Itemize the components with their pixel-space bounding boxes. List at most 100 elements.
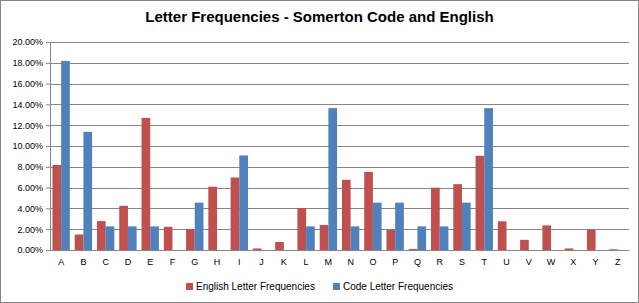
x-tick-label: J [259, 257, 264, 267]
bar [320, 225, 329, 250]
x-tick-label: A [58, 257, 64, 267]
x-tick-label: E [147, 257, 153, 267]
y-tick-label: 20.00% [12, 37, 43, 47]
bar [409, 249, 418, 250]
y-tick-label: 16.00% [12, 79, 43, 89]
x-tick: S [459, 250, 465, 267]
bars [52, 61, 617, 250]
chart-border [1, 1, 639, 303]
x-tick: L [304, 250, 309, 267]
y-tick-label: 8.00% [17, 162, 43, 172]
x-tick: F [170, 250, 176, 267]
x-tick: H [214, 250, 221, 267]
y-tick: 12.00% [12, 121, 50, 131]
x-tick-label: R [436, 257, 443, 267]
x-tick: K [281, 250, 287, 267]
x-tick: V [526, 250, 532, 267]
y-tick-mark [46, 208, 50, 209]
x-tick: X [570, 250, 576, 267]
bar [284, 250, 293, 251]
y-tick: 6.00% [17, 183, 50, 193]
bar [231, 178, 240, 250]
x-tick: I [238, 250, 241, 267]
x-tick-label: G [191, 257, 198, 267]
bar [328, 108, 337, 250]
bar [239, 155, 248, 250]
y-tick-label: 18.00% [12, 58, 43, 68]
x-tick-label: U [503, 257, 510, 267]
bar [529, 250, 538, 251]
grid-line [50, 167, 629, 168]
bar [373, 203, 382, 250]
x-tick-label: Y [593, 257, 599, 267]
legend-item: English Letter Frequencies [186, 281, 315, 292]
bar [128, 226, 137, 250]
bar [386, 230, 395, 250]
x-tick: D [125, 250, 132, 267]
x-tick: Q [414, 250, 421, 267]
grid-line [50, 208, 629, 209]
bar [573, 250, 582, 251]
series [61, 61, 493, 250]
bar [618, 250, 627, 251]
x-tick-label: M [325, 257, 333, 267]
bar [507, 250, 516, 251]
bar [217, 250, 226, 251]
x-axis: ABCDEFGHIJKLMNOPQRSTUVWXYZ [51, 250, 630, 267]
y-tick-mark [46, 125, 50, 126]
y-tick-mark [46, 104, 50, 105]
y-tick-label: 14.00% [12, 100, 43, 110]
x-tick-label: N [347, 257, 354, 267]
bar [609, 249, 618, 250]
bar [150, 226, 159, 250]
bar [83, 132, 92, 250]
bar [75, 235, 84, 250]
bar [596, 250, 605, 251]
x-tick-label: H [214, 257, 221, 267]
x-tick-label: O [369, 257, 376, 267]
bar [97, 221, 106, 250]
bar [395, 203, 404, 250]
grid-line [50, 84, 629, 85]
bar [52, 165, 61, 250]
x-tick-label: W [547, 257, 556, 267]
bar [253, 248, 262, 250]
bar [462, 203, 471, 250]
x-tick: T [482, 250, 488, 267]
y-tick-mark [46, 42, 50, 43]
x-tick: Z [615, 250, 621, 267]
x-tick-label: K [281, 257, 287, 267]
y-tick-label: 12.00% [12, 121, 43, 131]
bar [342, 180, 351, 250]
bar [551, 250, 560, 251]
x-tick: W [547, 250, 556, 267]
x-tick-label: D [125, 257, 132, 267]
x-tick: U [503, 250, 510, 267]
bar [453, 184, 462, 250]
y-tick-label: 0.00% [17, 245, 43, 255]
x-tick-label: I [238, 257, 241, 267]
y-tick: 10.00% [12, 141, 50, 151]
x-tick-label: S [459, 257, 465, 267]
bar [364, 172, 373, 250]
x-axis-line [51, 250, 630, 251]
y-tick: 4.00% [17, 204, 50, 214]
bar [587, 230, 596, 250]
chart: Letter Frequencies - Somerton Code and E… [0, 0, 639, 303]
grid-line [50, 125, 629, 126]
grid-line [50, 42, 629, 43]
x-tick: B [80, 250, 86, 267]
bar [306, 226, 315, 250]
bar [431, 188, 440, 250]
y-tick-mark [46, 188, 50, 189]
y-tick: 18.00% [12, 58, 50, 68]
x-tick: E [147, 250, 153, 267]
y-axis: 0.00%2.00%4.00%6.00%8.00%10.00%12.00%14.… [12, 37, 50, 255]
y-tick-mark [46, 229, 50, 230]
grid-line [50, 104, 629, 105]
grid-line [50, 63, 629, 64]
legend-swatch [186, 283, 193, 290]
y-tick: 20.00% [12, 37, 50, 47]
legend: English Letter FrequenciesCode Letter Fr… [186, 281, 453, 292]
y-tick-mark [46, 167, 50, 168]
